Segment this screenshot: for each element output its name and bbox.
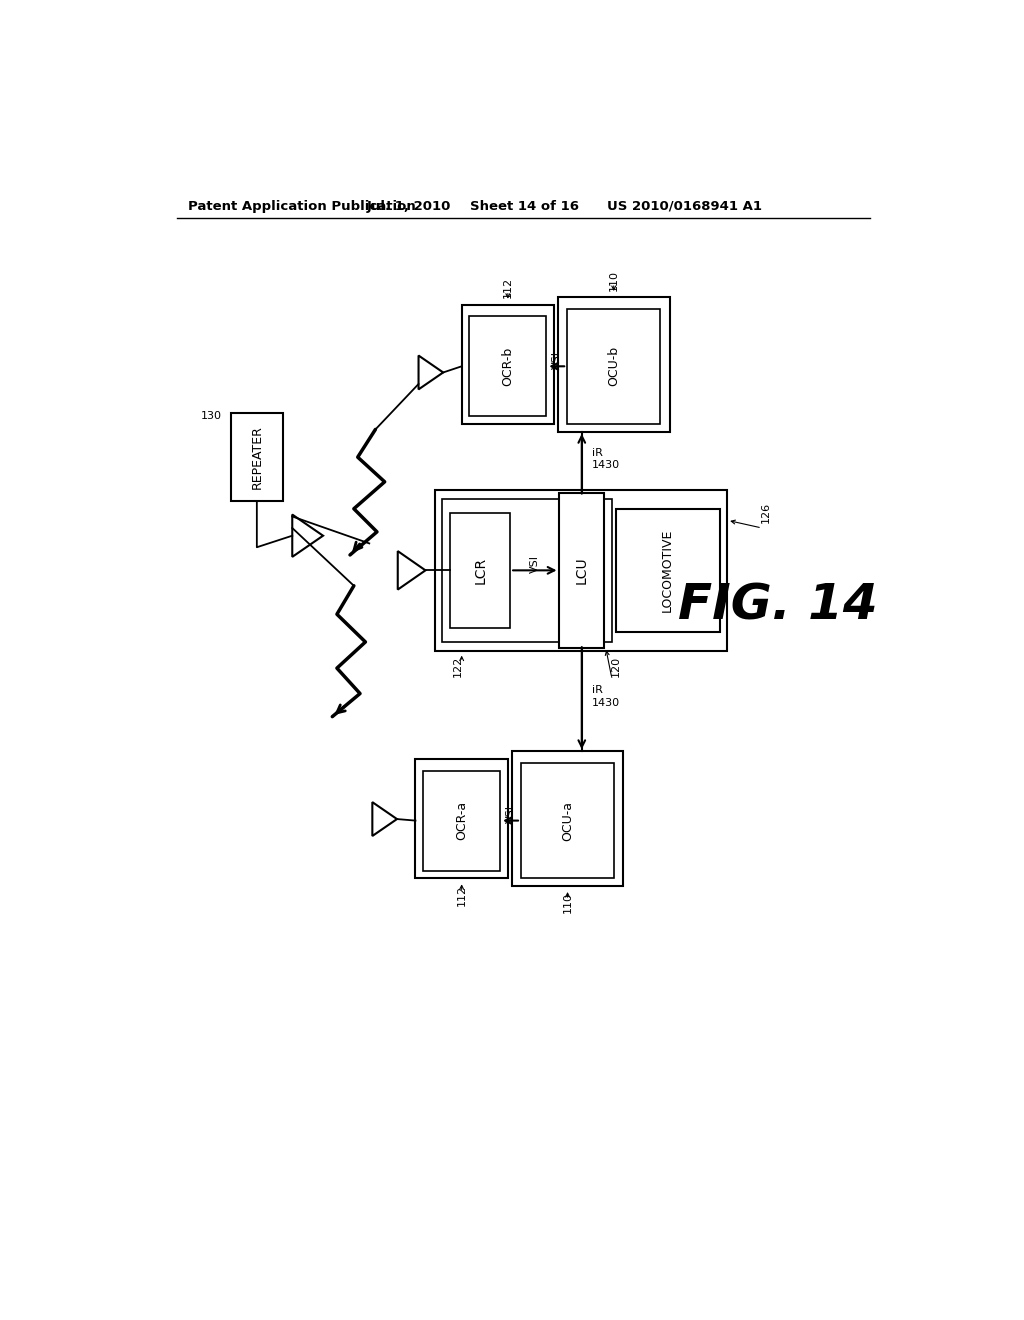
Text: LCU: LCU: [574, 557, 589, 585]
Bar: [435, 490, 727, 651]
Text: US 2010/0168941 A1: US 2010/0168941 A1: [607, 199, 763, 213]
Text: VSI: VSI: [529, 556, 540, 573]
Text: LOCOMOTIVE: LOCOMOTIVE: [662, 529, 674, 612]
Text: OCR-b: OCR-b: [502, 347, 514, 385]
Text: iR: iR: [592, 685, 603, 696]
Text: Sheet 14 of 16: Sheet 14 of 16: [470, 199, 580, 213]
Text: 122: 122: [453, 656, 463, 677]
Bar: [558, 297, 670, 432]
Text: 110: 110: [608, 269, 618, 290]
Text: REPEATER: REPEATER: [250, 425, 263, 488]
Bar: [567, 309, 660, 424]
Bar: [423, 771, 500, 871]
Text: 1430: 1430: [592, 461, 620, 470]
Bar: [615, 508, 720, 632]
Text: 110: 110: [562, 892, 572, 913]
Text: LCR: LCR: [473, 557, 487, 583]
Bar: [512, 751, 624, 886]
Text: 112: 112: [457, 884, 467, 906]
Bar: [442, 499, 611, 642]
Bar: [230, 412, 283, 502]
Bar: [416, 759, 508, 878]
Bar: [521, 763, 614, 878]
Text: OCR-a: OCR-a: [455, 801, 468, 840]
Text: iR: iR: [592, 447, 603, 458]
Text: FIG. 14: FIG. 14: [678, 581, 878, 630]
Bar: [469, 317, 547, 416]
Text: 130: 130: [201, 412, 221, 421]
Bar: [462, 305, 554, 424]
Text: VSI: VSI: [506, 805, 515, 824]
Text: OCU-b: OCU-b: [607, 346, 621, 387]
Bar: [559, 492, 604, 648]
Text: 126: 126: [761, 502, 771, 523]
Text: 112: 112: [503, 277, 513, 298]
Text: 1430: 1430: [592, 698, 620, 708]
Bar: [451, 512, 510, 628]
Text: Patent Application Publication: Patent Application Publication: [188, 199, 416, 213]
Text: 120: 120: [610, 656, 621, 677]
Text: VSI: VSI: [552, 351, 562, 370]
Text: Jul. 1, 2010: Jul. 1, 2010: [368, 199, 452, 213]
Text: OCU-a: OCU-a: [561, 801, 574, 841]
